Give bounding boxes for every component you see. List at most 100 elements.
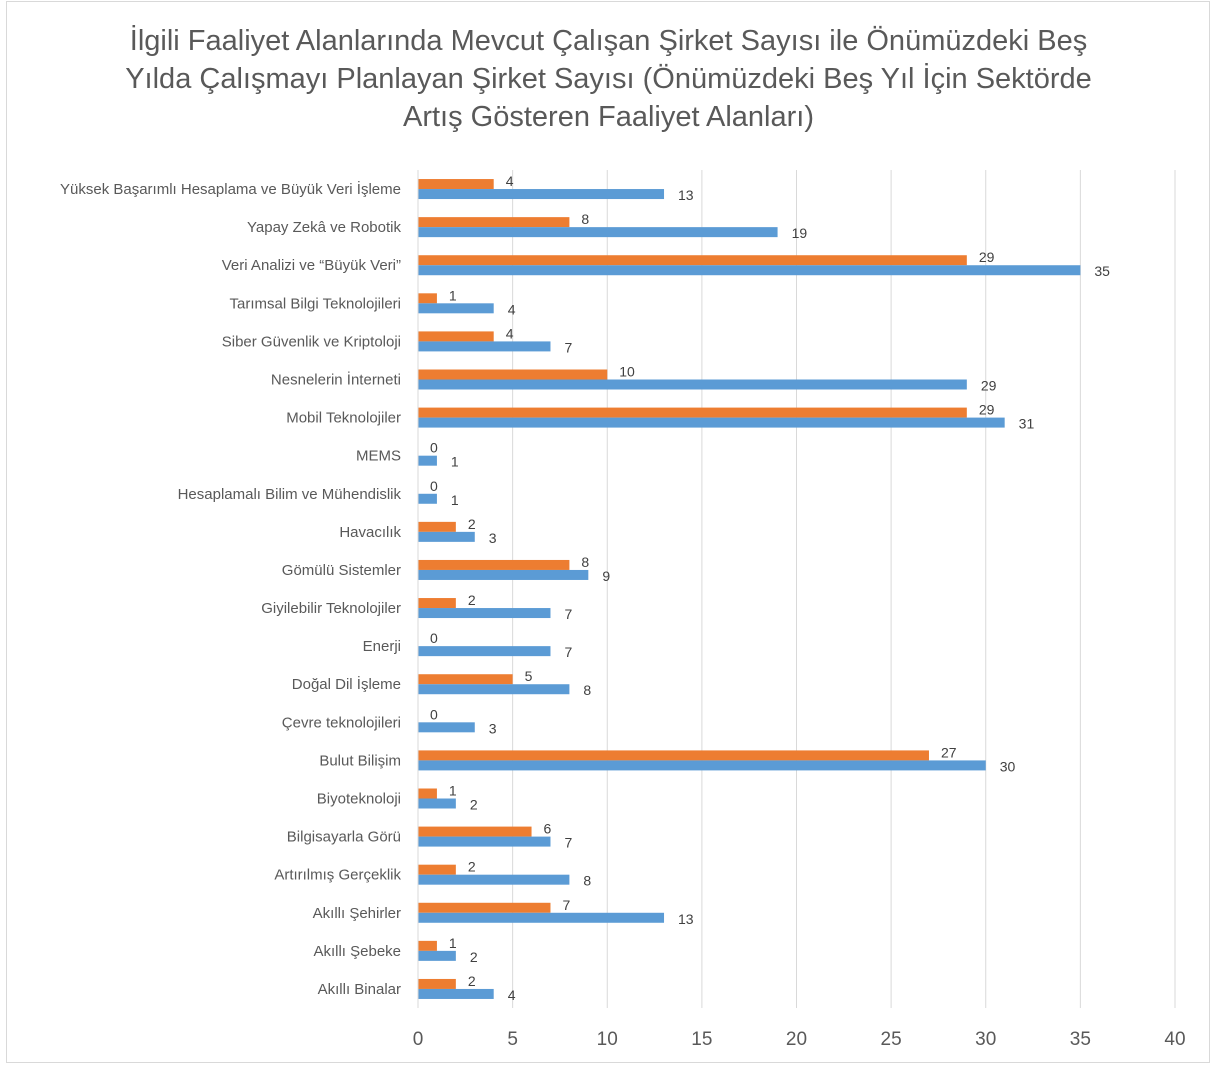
data-label-series-1: 8 bbox=[581, 211, 589, 227]
x-tick-label: 35 bbox=[1070, 1029, 1091, 1050]
bar-series-2 bbox=[418, 912, 665, 923]
data-label-series-2: 19 bbox=[792, 225, 808, 241]
data-label-series-2: 30 bbox=[1000, 758, 1016, 774]
category-label: Akıllı Şebeke bbox=[313, 943, 401, 960]
data-label-series-2: 31 bbox=[1019, 416, 1035, 432]
bar-series-1 bbox=[418, 293, 437, 304]
data-label-series-2: 35 bbox=[1094, 263, 1110, 279]
bar-series-2 bbox=[418, 950, 456, 961]
data-label-series-2: 13 bbox=[678, 911, 694, 927]
data-label-series-1: 2 bbox=[468, 592, 476, 608]
data-label-series-2: 4 bbox=[508, 301, 516, 317]
category-label: Doğal Dil İşleme bbox=[292, 675, 401, 693]
chart-title-line-1: İlgili Faaliyet Alanlarında Mevcut Çalış… bbox=[129, 25, 1088, 57]
data-label-series-1: 1 bbox=[449, 783, 457, 799]
data-label-series-2: 13 bbox=[678, 187, 694, 203]
category-label: Artırılmış Gerçeklik bbox=[274, 867, 401, 884]
x-tick-label: 15 bbox=[691, 1029, 712, 1050]
bar-series-2 bbox=[418, 531, 475, 542]
data-label-series-2: 3 bbox=[489, 530, 497, 546]
category-label: Hesaplamalı Bilim ve Mühendislik bbox=[178, 486, 402, 503]
bar-series-1 bbox=[418, 864, 456, 875]
data-label-series-1: 4 bbox=[506, 325, 514, 341]
category-label: Tarımsal Bilgi Teknolojileri bbox=[230, 295, 401, 312]
bar-series-2 bbox=[418, 379, 967, 390]
bar-series-2 bbox=[418, 189, 665, 200]
x-tick-label: 0 bbox=[413, 1029, 424, 1050]
bar-series-2 bbox=[418, 722, 475, 733]
bar-series-1 bbox=[418, 521, 456, 532]
data-label-series-2: 3 bbox=[489, 720, 497, 736]
category-label: Gömülü Sistemler bbox=[282, 562, 401, 579]
data-label-series-1: 1 bbox=[449, 935, 457, 951]
data-label-series-1: 7 bbox=[562, 897, 570, 913]
category-label: Bulut Bilişim bbox=[319, 752, 401, 769]
bar-series-2 bbox=[418, 455, 437, 466]
x-tick-label: 20 bbox=[786, 1029, 807, 1050]
bar-series-2 bbox=[418, 760, 986, 771]
category-label: Akıllı Şehirler bbox=[313, 905, 401, 922]
bar-series-2 bbox=[418, 493, 437, 504]
bar-series-1 bbox=[418, 750, 929, 761]
bar-series-1 bbox=[418, 598, 456, 609]
bar-series-1 bbox=[418, 217, 570, 228]
category-label: Nesnelerin İnterneti bbox=[271, 371, 401, 389]
x-tick-label: 25 bbox=[881, 1029, 902, 1050]
category-label: Çevre teknolojileri bbox=[282, 714, 401, 731]
bar-series-1 bbox=[418, 978, 456, 989]
bar-series-1 bbox=[418, 788, 437, 799]
x-tick-label: 40 bbox=[1164, 1029, 1185, 1050]
bar-series-2 bbox=[418, 874, 570, 885]
data-label-series-1: 6 bbox=[544, 821, 552, 837]
data-label-series-2: 2 bbox=[470, 797, 478, 813]
data-label-series-1: 1 bbox=[449, 287, 457, 303]
chart-title-line-2: Yılda Çalışmayı Planlayan Şirket Sayısı … bbox=[125, 63, 1092, 95]
data-label-series-2: 8 bbox=[583, 682, 591, 698]
bar-series-2 bbox=[418, 988, 494, 999]
data-label-series-1: 29 bbox=[979, 249, 995, 265]
category-label: Biyoteknoloji bbox=[317, 791, 401, 808]
bar-series-2 bbox=[418, 684, 570, 695]
data-label-series-2: 7 bbox=[564, 606, 572, 622]
data-label-series-2: 7 bbox=[564, 339, 572, 355]
bar-series-1 bbox=[418, 902, 551, 913]
chart-title-line-3: Artış Gösteren Faaliyet Alanları) bbox=[403, 101, 814, 133]
data-label-series-2: 7 bbox=[564, 644, 572, 660]
category-label: Mobil Teknolojiler bbox=[286, 410, 401, 427]
data-label-series-1: 2 bbox=[468, 516, 476, 532]
bar-series-1 bbox=[418, 331, 494, 342]
data-label-series-2: 4 bbox=[508, 987, 516, 1003]
data-label-series-2: 2 bbox=[470, 949, 478, 965]
chart-frame bbox=[6, 1, 1210, 1063]
bar-series-1 bbox=[418, 674, 513, 685]
x-tick-label: 10 bbox=[597, 1029, 618, 1050]
category-label: Havacılık bbox=[339, 524, 401, 541]
category-label: Siber Güvenlik ve Kriptoloji bbox=[222, 333, 401, 350]
bar-series-2 bbox=[418, 569, 589, 580]
data-label-series-1: 0 bbox=[430, 706, 438, 722]
bar-series-1 bbox=[418, 407, 967, 418]
bar-series-1 bbox=[418, 179, 494, 190]
data-label-series-1: 8 bbox=[581, 554, 589, 570]
data-label-series-2: 1 bbox=[451, 492, 459, 508]
bar-series-2 bbox=[418, 836, 551, 847]
data-label-series-1: 4 bbox=[506, 173, 514, 189]
chart-title: İlgili Faaliyet Alanlarında Mevcut Çalış… bbox=[0, 22, 1217, 136]
bar-series-2 bbox=[418, 341, 551, 352]
x-tick-label: 30 bbox=[975, 1029, 996, 1050]
category-label: MEMS bbox=[356, 448, 401, 465]
category-label: Bilgisayarla Görü bbox=[287, 829, 401, 846]
data-label-series-1: 0 bbox=[430, 440, 438, 456]
category-label: Veri Analizi ve “Büyük Veri” bbox=[222, 257, 401, 274]
bar-series-2 bbox=[418, 265, 1081, 276]
data-label-series-2: 1 bbox=[451, 454, 459, 470]
data-label-series-1: 2 bbox=[468, 859, 476, 875]
bar-series-2 bbox=[418, 608, 551, 619]
bar-series-1 bbox=[418, 940, 437, 951]
category-label: Enerji bbox=[363, 638, 401, 655]
data-label-series-2: 8 bbox=[583, 873, 591, 889]
bar-series-1 bbox=[418, 826, 532, 837]
category-label: Akıllı Binalar bbox=[318, 981, 401, 998]
data-label-series-1: 0 bbox=[430, 630, 438, 646]
